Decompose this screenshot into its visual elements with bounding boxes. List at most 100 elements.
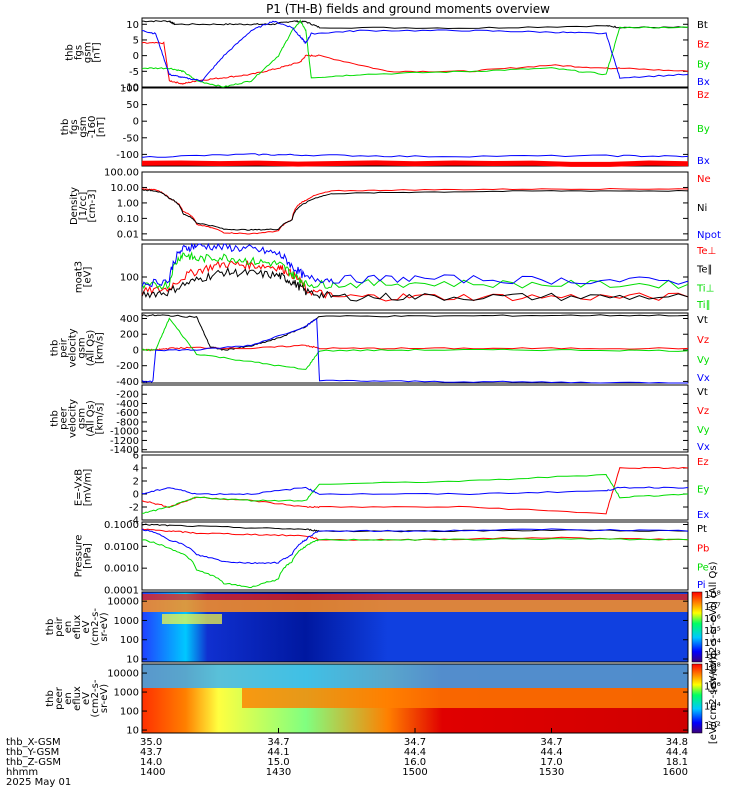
y-axis-label: [1/cc] — [78, 192, 89, 221]
colorbar-title: [eV/(cm2-s-sr-eV)] (All Qs) — [708, 561, 719, 692]
y-axis-label: -160 — [87, 116, 98, 139]
y-axis-label: [nT] — [96, 117, 107, 137]
y-axis-label: sr-eV) — [99, 684, 110, 713]
panel-frame — [141, 87, 689, 167]
y-tick-label: 0.10 — [117, 214, 139, 225]
footer-value: 15.0 — [267, 757, 289, 768]
y-tick-label: -1400 — [110, 445, 139, 456]
y-axis-label: thb — [50, 410, 61, 427]
panel-frame — [141, 17, 689, 88]
legend-label: Bt — [697, 20, 708, 31]
footer-row-label: 2025 May 01 — [6, 777, 71, 788]
legend-label: Ti∥ — [696, 300, 711, 311]
panel-density: 100.00 10.00 1.00 0.10 0.01 Density[1/cc][cm-… — [69, 168, 721, 242]
footer-value: 1530 — [539, 767, 564, 778]
y-axis-label: thb — [60, 119, 71, 136]
y-tick-label: 100 — [120, 635, 139, 646]
legend-label: Vt — [697, 387, 708, 398]
ion-spec-band — [142, 600, 688, 612]
colorbar-gradient — [691, 591, 703, 663]
y-axis-label: eflux — [72, 615, 83, 640]
y-tick-label: 5 — [133, 35, 139, 46]
series-efield-Ey — [141, 473, 689, 514]
panel-frame — [141, 171, 689, 241]
y-tick-label: 0 — [133, 345, 139, 356]
plot-title: P1 (TH-B) fields and ground moments over… — [266, 2, 550, 16]
y-tick-label: 0 — [133, 490, 139, 501]
y-axis-label: peir — [54, 616, 65, 636]
footer-value: 44.4 — [540, 747, 562, 758]
footer-value: 43.7 — [140, 747, 162, 758]
footer-value: 34.7 — [540, 737, 562, 748]
y-tick-label: -1000 — [110, 427, 139, 438]
footer-value: 34.8 — [666, 737, 688, 748]
y-tick-label: -50 — [123, 133, 139, 144]
legend-label: Ez — [697, 457, 709, 468]
y-axis-label: (All Qs) — [86, 400, 97, 437]
y-tick-label: 100 — [120, 707, 139, 718]
colorbar-tick-label: 10⁸ — [704, 590, 721, 601]
legend-label: Te⊥ — [696, 246, 716, 257]
y-tick-label: 10000 — [107, 597, 139, 608]
elec-spec-mid — [242, 688, 688, 708]
y-axis-label: Density — [69, 187, 80, 225]
y-tick-label: -200 — [116, 361, 139, 372]
legend-label: Pt — [697, 524, 707, 535]
series-velocity-Vx — [141, 318, 688, 384]
y-axis-label: thb — [50, 340, 61, 357]
y-tick-label: 100 — [120, 273, 139, 284]
colorbar-gradient — [691, 663, 703, 734]
y-axis-label: fgs — [69, 119, 80, 134]
colorbar-tick-label: 10³ — [704, 650, 721, 661]
y-tick-label: -5 — [129, 67, 139, 78]
y-tick-label: 100.00 — [104, 168, 139, 179]
y-axis-label: gsm — [83, 42, 94, 63]
y-tick-label: 1000 — [114, 616, 139, 627]
footer-value: 18.1 — [666, 757, 688, 768]
footer-value: 44.4 — [666, 747, 688, 758]
y-tick-label: 0.0010 — [104, 564, 139, 575]
series-pressure-Pe — [141, 538, 689, 588]
ion-spec-blob — [162, 614, 222, 624]
series-temp-Vx — [141, 242, 689, 288]
legend-label: Bz — [697, 40, 709, 51]
y-tick-label: 6 — [133, 451, 139, 462]
series-fgs-By — [141, 19, 689, 88]
y-axis-label: velocity — [68, 399, 79, 438]
y-tick-label: 10000 — [107, 669, 139, 680]
series-density-Ne — [141, 187, 689, 235]
panel-pressure: 0.1000 0.0100 0.0010 0.0001 Pressure[nPa] Pt P… — [74, 520, 710, 597]
y-axis-label: gsm — [77, 337, 88, 358]
panel-velocity_e: -200-400-600-800-1000-1200-1400 thbpeerve… — [50, 384, 710, 456]
legend-label: Pi — [697, 580, 706, 591]
y-tick-label: 0.1000 — [104, 520, 139, 531]
series-temp-Te⊥ — [141, 260, 689, 302]
legend-label: Vx — [697, 373, 710, 384]
y-tick-label: 400 — [120, 314, 139, 325]
y-axis-label: eflux — [72, 686, 83, 711]
y-tick-label: 0 — [133, 51, 139, 62]
y-axis-label: thb — [65, 44, 76, 61]
series-temp-Ti⊥ — [141, 251, 689, 290]
elec-spec-upper — [142, 664, 688, 688]
y-axis-label: [eV] — [83, 267, 94, 288]
y-tick-label: -4 — [129, 516, 139, 527]
panel-frame — [141, 591, 689, 663]
series-fgs-Bz — [141, 41, 689, 85]
y-axis-label: eV — [81, 692, 92, 705]
legend-label: Pe — [697, 563, 709, 574]
legend-label: Vy — [697, 425, 710, 436]
legend-label: Bx — [697, 156, 710, 167]
y-axis-label: [km/s] — [95, 402, 106, 434]
series-fgs_dsl-Bx — [141, 153, 689, 158]
series-fgs_dsl-Bz — [141, 160, 689, 167]
y-axis-label: eV — [81, 620, 92, 633]
y-axis-label: peer — [54, 686, 65, 710]
colorbar-tick-label: 10⁴ — [704, 701, 721, 712]
series-velocity-Vt — [141, 314, 689, 351]
